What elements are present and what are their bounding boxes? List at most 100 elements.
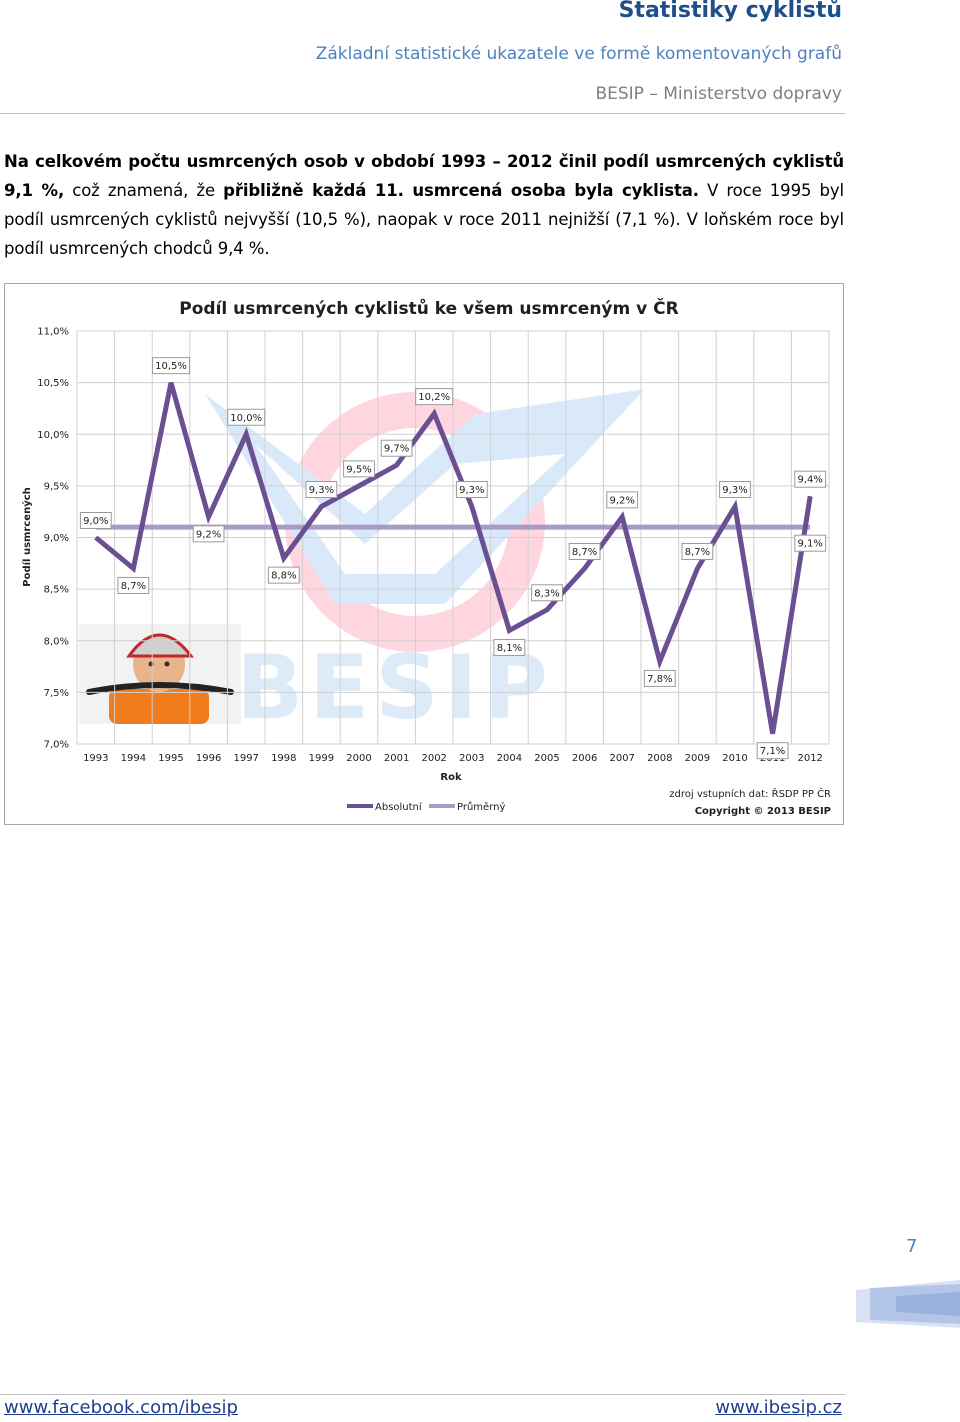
y-tick-label: 9,5% (44, 481, 69, 492)
intro-paragraph: Na celkovém počtu usmrcených osob v obdo… (4, 147, 844, 263)
x-tick-label: 1997 (233, 753, 258, 764)
data-label: 8,7% (117, 576, 150, 594)
data-label-box (606, 491, 639, 509)
x-tick-label: 1993 (83, 753, 108, 764)
legend-label-absolutni: Absolutní (375, 801, 423, 813)
data-label-text: 8,7% (121, 581, 146, 592)
y-tick-label: 7,5% (44, 688, 69, 699)
y-tick-label: 11,0% (37, 327, 69, 338)
data-label-text: 9,3% (309, 485, 334, 496)
y-axis-ticks: 7,0% 7,5% 8,0% 8,5% 9,0% 9,5% 10,0% 10,5% 11,0% (37, 327, 69, 751)
data-label-text: 9,5% (346, 464, 371, 475)
footer-divider (0, 1394, 845, 1395)
x-tick-label: 2005 (534, 753, 559, 764)
data-label-box (719, 481, 751, 499)
data-label-box (681, 542, 714, 560)
child-cyclist-photo (79, 624, 241, 724)
data-label: 9,2% (606, 491, 639, 509)
y-tick-label: 9,0% (44, 533, 69, 544)
data-label-text: 7,1% (760, 746, 785, 757)
data-label: 10,5% (152, 357, 190, 375)
x-tick-label: 2004 (497, 753, 522, 764)
data-label-box (380, 439, 413, 457)
x-tick-label: 1998 (271, 753, 296, 764)
average-end-label-box (794, 534, 827, 552)
data-label: 8,1% (493, 638, 526, 656)
data-label: 9,3% (719, 481, 751, 499)
data-label: 8,7% (568, 542, 601, 560)
data-label-text: 8,7% (685, 547, 710, 558)
page-number: 7 (906, 1236, 918, 1257)
intro-bold-1: Na celkovém počtu usmrcených osob v obdo… (4, 152, 844, 200)
data-label-box (415, 388, 454, 406)
data-label-text: 9,4% (797, 475, 822, 486)
data-label: 8,3% (531, 584, 563, 602)
data-label-box (305, 481, 338, 499)
line-chart: BESIP 7,0%7,5%8,0%8,5%9,0%9,5%10,0%10,5%… (21, 297, 831, 817)
data-label-box (531, 584, 563, 602)
x-tick-label: 2008 (647, 753, 672, 764)
data-label-box (343, 460, 375, 478)
data-label-box (79, 512, 112, 529)
chart-title: Podíl usmrcených cyklistů ke všem usmrce… (179, 297, 678, 319)
data-label-box (152, 357, 190, 375)
x-tick-label: 2009 (685, 753, 710, 764)
data-label-box (117, 576, 150, 594)
data-label-text: 9,0% (83, 516, 108, 527)
data-label: 9,3% (455, 481, 488, 499)
data-label-text: 9,7% (384, 444, 409, 455)
data-label-text: 9,2% (609, 495, 634, 506)
page-header-subtitle: Základní statistické ukazatele ve formě … (315, 44, 842, 64)
chart-figure: BESIP 7,0% 7,5% 8,0% 8,5% 9,0% 9,5% 10,0% 10,5%… (4, 283, 844, 825)
copyright-note: Copyright © 2013 BESIP (695, 806, 831, 817)
average-end-label-text: 9,1% (797, 539, 822, 550)
data-label-text: 8,1% (497, 643, 522, 654)
x-tick-label: 1999 (309, 753, 334, 764)
data-label-text: 9,3% (459, 485, 484, 496)
x-tick-label: 2012 (797, 753, 822, 764)
y-axis-label: Podíl usmrcených (21, 487, 33, 587)
data-label-box (192, 525, 225, 543)
average-end-label: 9,1% (794, 534, 827, 552)
data-label-text: 8,7% (572, 547, 597, 558)
data-label: 10,2% (415, 388, 454, 406)
x-tick-label: 2002 (421, 753, 446, 764)
data-label-box (227, 408, 266, 426)
x-tick-label: 1994 (121, 753, 146, 764)
website-link[interactable]: www.ibesip.cz (715, 1397, 842, 1418)
x-axis-label: Rok (440, 772, 462, 783)
y-tick-label: 8,0% (44, 636, 69, 647)
data-label-box (267, 566, 300, 584)
corner-decoration-icon (856, 1280, 960, 1328)
data-labels: 9,0% 8,7% 10,5% 9,2% 10,0% 8,8% 9,3% 9,5% 9,7% 10… (79, 357, 827, 760)
x-tick-label: 2010 (722, 753, 747, 764)
data-label-text: 8,3% (534, 588, 559, 599)
x-tick-label: 2006 (572, 753, 597, 764)
y-tick-label: 8,5% (44, 585, 69, 596)
y-tick-label: 7,0% (44, 740, 69, 751)
data-label: 8,8% (267, 566, 300, 584)
x-axis-ticks: 1993 1994 1995 1996 1997 1998 1999 2000 2001 2002… (83, 753, 823, 764)
data-label-box (643, 669, 676, 687)
intro-plain-2: což znamená, že (64, 181, 224, 200)
x-tick-label: 2007 (609, 753, 634, 764)
y-tick-label: 10,5% (37, 378, 69, 389)
data-label: 10,0% (227, 408, 266, 426)
data-label-text: 9,2% (196, 529, 221, 540)
x-tick-label: 1995 (158, 753, 183, 764)
intro-bold-3: přibližně každá 11. usmrcená osoba byla … (223, 181, 699, 200)
series-line-absolutni (94, 381, 813, 735)
data-label: 9,4% (794, 470, 827, 488)
data-label: 9,5% (343, 460, 375, 478)
data-label-text: 7,8% (647, 674, 672, 685)
data-label-text: 10,5% (155, 361, 187, 372)
data-label: 9,0% (79, 512, 112, 529)
facebook-link[interactable]: www.facebook.com/ibesip (4, 1397, 238, 1418)
data-label: 7,8% (643, 669, 676, 687)
data-label-box (794, 470, 827, 488)
x-tick-label: 2000 (346, 753, 371, 764)
data-label-text: 10,0% (230, 413, 262, 424)
data-label-box (756, 742, 789, 760)
data-label: 8,7% (681, 542, 714, 560)
data-label-box (568, 542, 601, 560)
